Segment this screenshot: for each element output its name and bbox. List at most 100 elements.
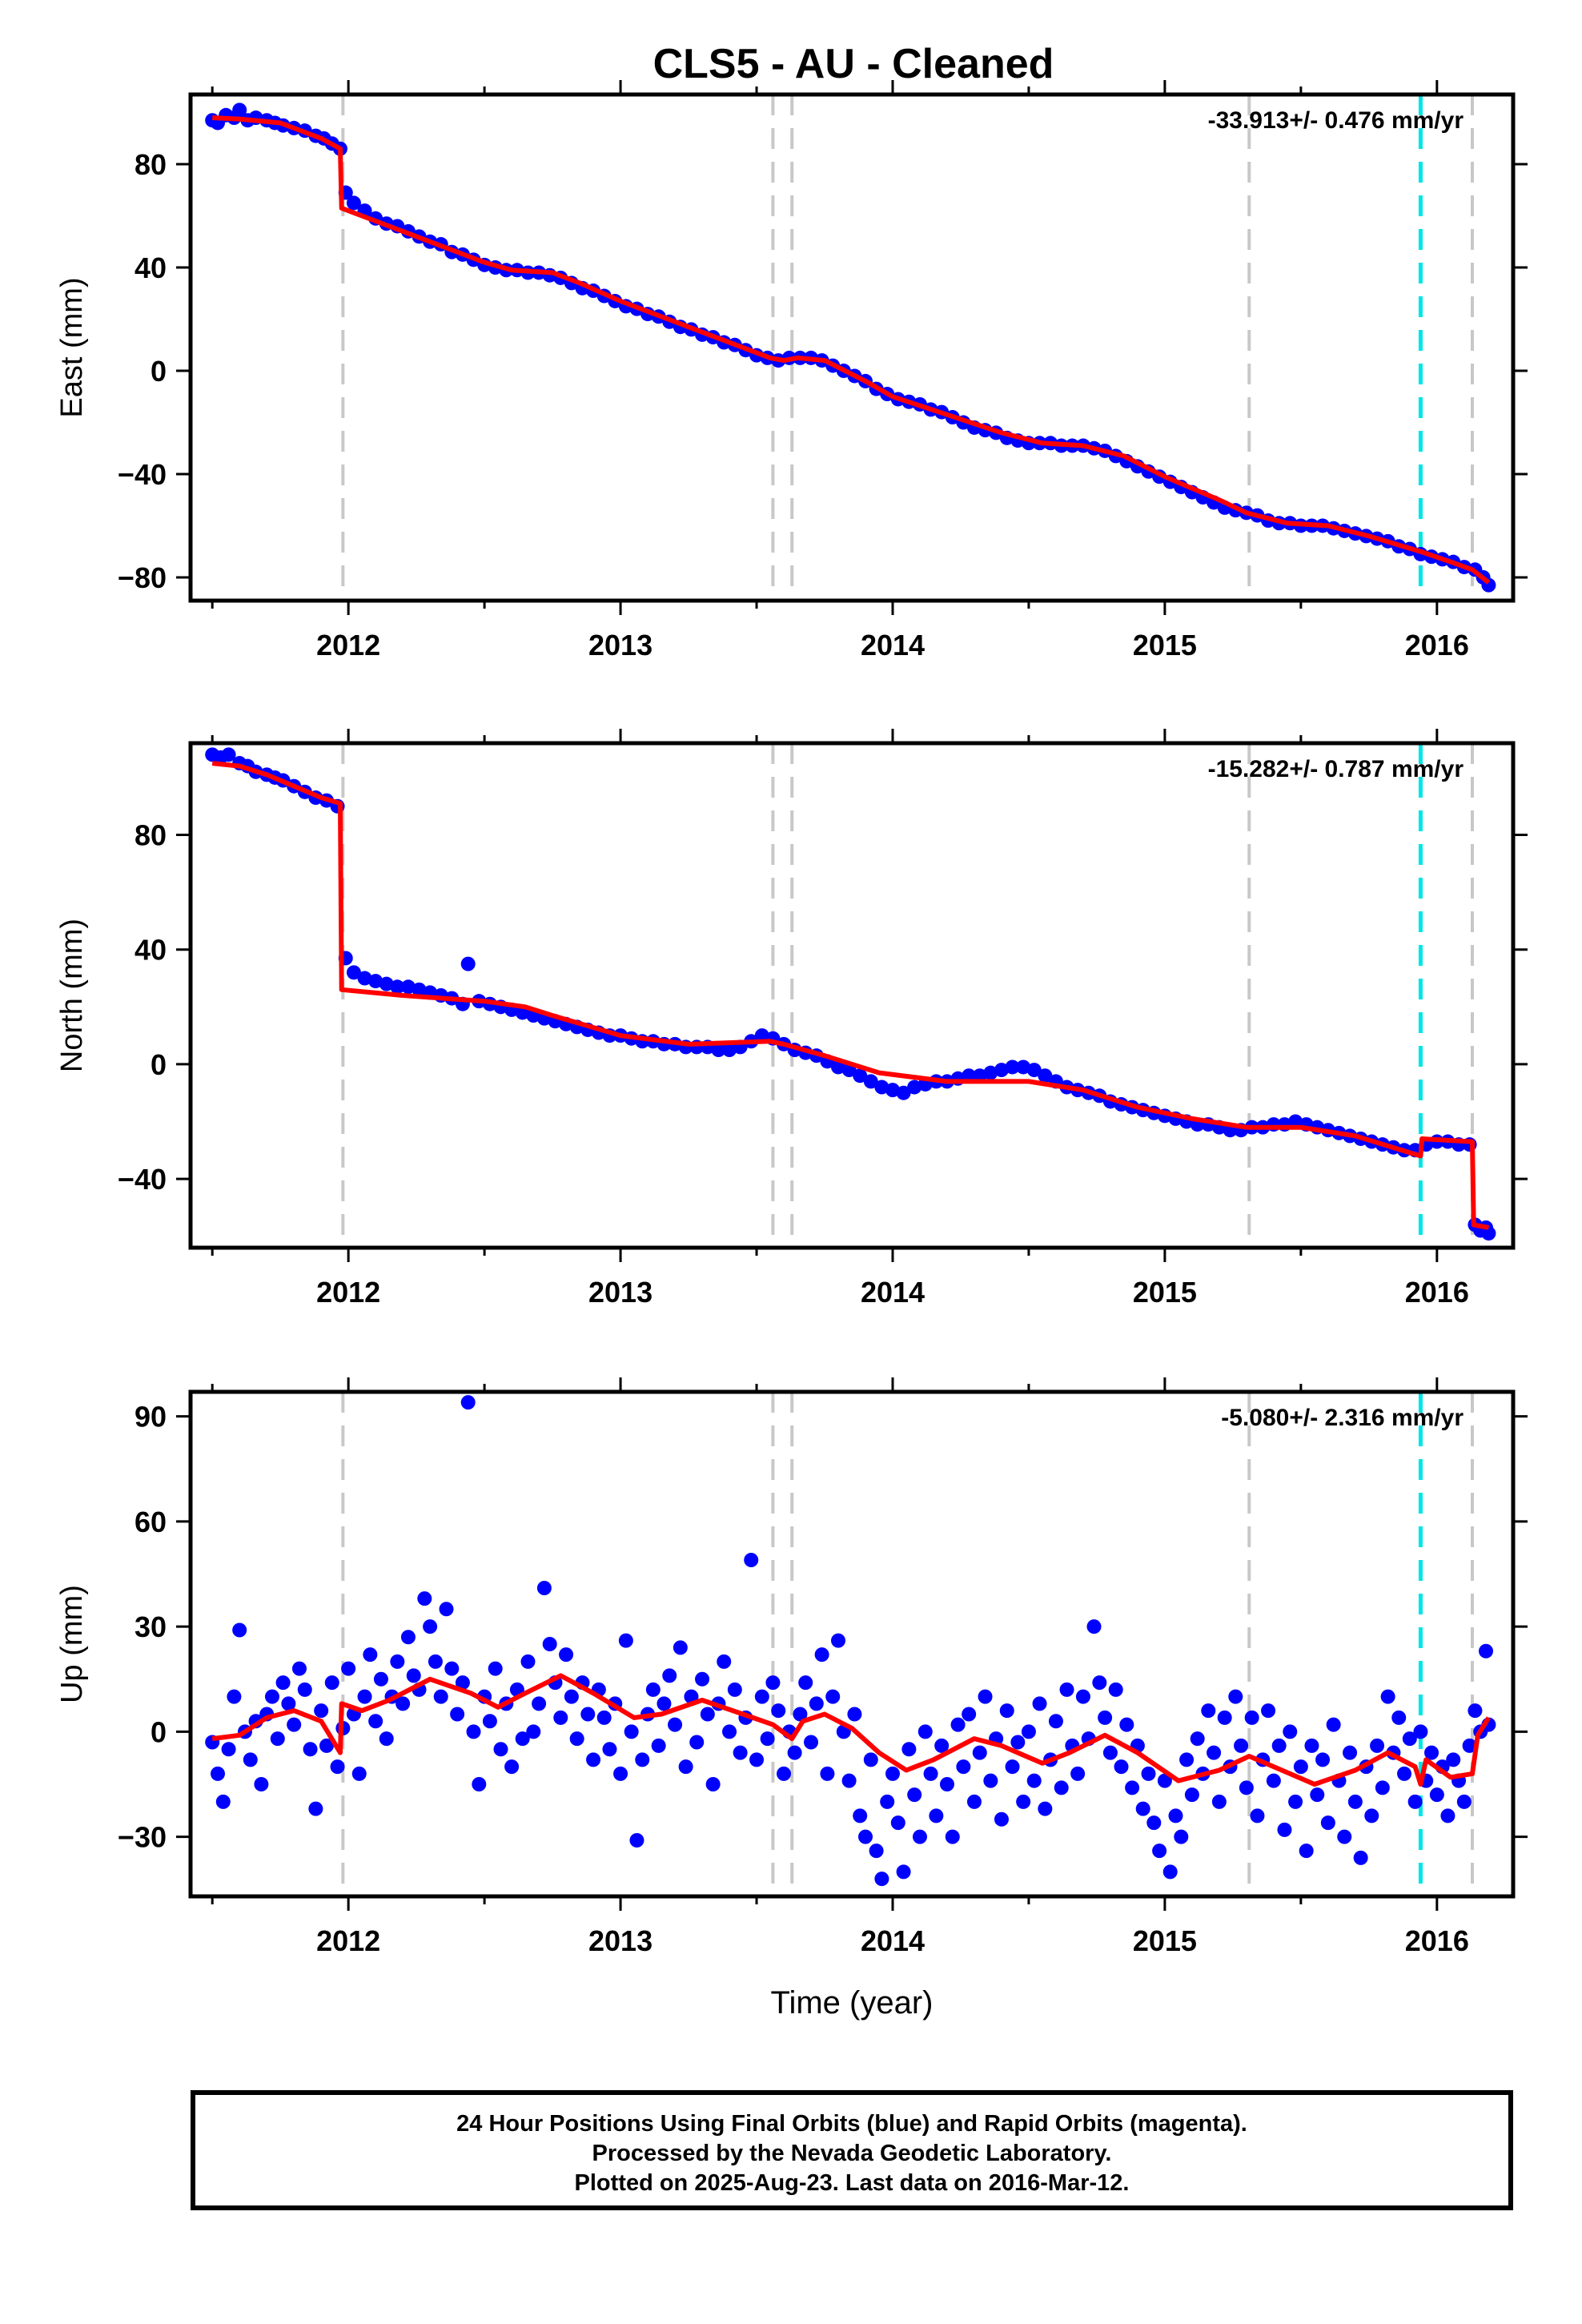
data-point bbox=[559, 1647, 574, 1663]
data-point bbox=[853, 1808, 868, 1823]
data-point bbox=[472, 1777, 487, 1791]
data-point bbox=[857, 1829, 873, 1844]
data-point bbox=[1326, 1717, 1341, 1732]
data-point bbox=[1283, 1724, 1298, 1739]
data-point bbox=[613, 1766, 628, 1781]
data-point bbox=[1086, 1619, 1102, 1634]
data-point bbox=[722, 1043, 737, 1058]
data-point bbox=[1343, 1745, 1358, 1760]
x-tick-label: 2012 bbox=[316, 1276, 380, 1309]
data-point bbox=[814, 1647, 829, 1663]
data-point bbox=[771, 1703, 786, 1719]
data-point bbox=[1054, 1780, 1069, 1795]
data-point bbox=[532, 1696, 547, 1711]
data-point bbox=[1266, 1773, 1281, 1788]
x-tick-label: 2012 bbox=[316, 1924, 380, 1957]
data-point bbox=[1102, 1745, 1118, 1760]
data-point bbox=[1016, 1059, 1031, 1075]
data-point bbox=[1391, 1710, 1407, 1725]
data-point bbox=[717, 1654, 732, 1669]
data-point bbox=[705, 1777, 721, 1791]
data-point bbox=[678, 1759, 693, 1775]
data-point bbox=[1407, 1794, 1423, 1809]
data-point bbox=[787, 1745, 802, 1760]
y-tick-label: 0 bbox=[151, 1715, 167, 1748]
data-point bbox=[1304, 1738, 1319, 1753]
plot-frame bbox=[188, 92, 1516, 603]
data-point bbox=[885, 1083, 900, 1098]
data-point bbox=[994, 1811, 1009, 1827]
data-point bbox=[1168, 1808, 1183, 1823]
data-point bbox=[1108, 1682, 1123, 1697]
data-point bbox=[1347, 1794, 1363, 1809]
data-point bbox=[368, 974, 383, 989]
x-tick-label: 2016 bbox=[1405, 1276, 1469, 1309]
data-point bbox=[1353, 1850, 1368, 1865]
y-axis-title: Up (mm) bbox=[55, 1585, 89, 1703]
data-point bbox=[270, 1731, 285, 1747]
model-line bbox=[212, 115, 1491, 585]
data-point bbox=[1211, 1794, 1227, 1809]
data-point bbox=[1070, 1766, 1086, 1781]
data-point bbox=[1201, 1703, 1216, 1719]
data-point bbox=[482, 1714, 497, 1729]
x-tick-label: 2013 bbox=[588, 1276, 652, 1309]
data-point bbox=[297, 1682, 312, 1697]
data-point bbox=[1446, 1752, 1461, 1767]
data-point bbox=[450, 1707, 465, 1722]
data-point bbox=[1016, 1794, 1031, 1809]
data-point bbox=[455, 1675, 470, 1691]
data-point bbox=[999, 1703, 1014, 1719]
data-point bbox=[1277, 1822, 1292, 1837]
data-point bbox=[1152, 1844, 1167, 1859]
data-point bbox=[1114, 1759, 1129, 1775]
data-point bbox=[368, 1714, 383, 1729]
data-point bbox=[1021, 1724, 1036, 1739]
data-point bbox=[711, 1043, 726, 1058]
footer-line-1: 24 Hour Positions Using Final Orbits (bl… bbox=[456, 2111, 1247, 2137]
data-point bbox=[373, 1671, 388, 1687]
data-point bbox=[777, 1766, 792, 1781]
data-point bbox=[1413, 1724, 1428, 1739]
data-point bbox=[254, 1777, 269, 1791]
data-point bbox=[433, 1689, 448, 1704]
data-point bbox=[939, 1777, 954, 1791]
data-point bbox=[1146, 1815, 1162, 1831]
data-point bbox=[1059, 1682, 1074, 1697]
data-point bbox=[1397, 1766, 1412, 1781]
y-tick-label: −30 bbox=[118, 1821, 167, 1854]
data-point bbox=[656, 1696, 672, 1711]
data-point bbox=[749, 1752, 765, 1767]
data-point bbox=[232, 103, 247, 118]
data-point bbox=[651, 1738, 666, 1753]
data-point bbox=[444, 1661, 460, 1676]
data-point bbox=[874, 1080, 889, 1095]
data-point bbox=[1038, 1068, 1053, 1084]
x-tick-label: 2016 bbox=[1405, 1924, 1469, 1957]
data-point bbox=[324, 1675, 339, 1691]
data-point bbox=[1239, 1780, 1254, 1795]
data-point bbox=[890, 1815, 905, 1831]
data-point bbox=[1234, 1738, 1249, 1753]
y-tick-label: 40 bbox=[135, 251, 167, 284]
data-point bbox=[526, 1724, 541, 1739]
data-point bbox=[700, 1707, 715, 1722]
data-point bbox=[863, 1074, 878, 1089]
data-point bbox=[907, 1080, 922, 1095]
data-point bbox=[668, 1717, 683, 1732]
data-point bbox=[1271, 1738, 1287, 1753]
data-point bbox=[542, 1637, 557, 1651]
data-point bbox=[291, 1661, 307, 1676]
panel-3: 2012 2013 2014 2015 2016 −30 0 30 60 90 Up (mm) -5.… bbox=[55, 1377, 1528, 1957]
data-point bbox=[586, 1752, 601, 1767]
data-point bbox=[1098, 1710, 1113, 1725]
y-tick-label: 60 bbox=[135, 1506, 167, 1538]
data-point bbox=[820, 1766, 835, 1781]
data-point bbox=[825, 1689, 841, 1704]
data-point bbox=[1038, 1801, 1053, 1816]
data-point bbox=[841, 1773, 857, 1788]
data-point bbox=[1429, 1787, 1444, 1803]
data-point bbox=[303, 1742, 318, 1757]
data-point bbox=[624, 1724, 639, 1739]
data-point bbox=[1320, 1815, 1335, 1831]
